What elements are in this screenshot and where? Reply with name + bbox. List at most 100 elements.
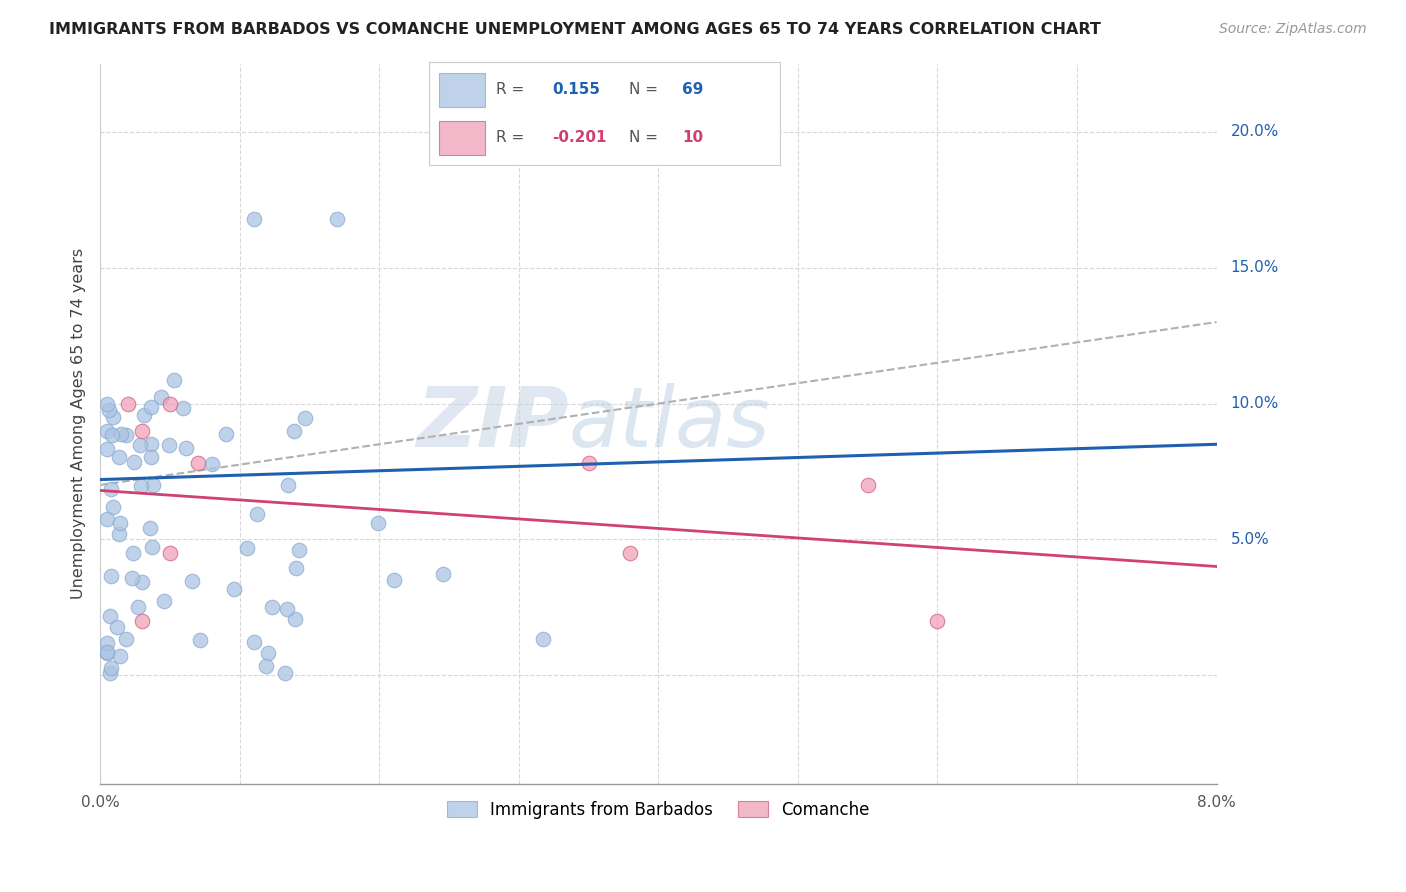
Point: [187, 456, 209, 470]
Point: [110, 426, 132, 441]
Point: [96, 397, 118, 411]
Text: 15.0%: 15.0%: [1230, 260, 1279, 276]
Point: [96, 645, 118, 659]
Point: [121, 571, 143, 585]
Point: [172, 401, 194, 416]
Point: [236, 541, 259, 555]
Point: [159, 396, 181, 410]
Point: [432, 567, 454, 582]
Point: [578, 456, 600, 470]
Point: [224, 582, 246, 596]
Point: [96, 646, 118, 660]
Point: [215, 426, 238, 441]
Point: [382, 573, 405, 587]
Point: [139, 401, 162, 415]
Point: [121, 545, 143, 559]
Text: R =: R =: [496, 82, 529, 97]
Point: [108, 450, 131, 464]
Point: [174, 441, 197, 455]
Point: [134, 408, 156, 422]
Point: [122, 455, 145, 469]
Point: [139, 437, 162, 451]
Text: 10: 10: [682, 130, 703, 145]
Text: IMMIGRANTS FROM BARBADOS VS COMANCHE UNEMPLOYMENT AMONG AGES 65 TO 74 YEARS CORR: IMMIGRANTS FROM BARBADOS VS COMANCHE UNE…: [49, 22, 1101, 37]
Point: [619, 546, 641, 560]
Text: 0.0%: 0.0%: [80, 795, 120, 810]
Point: [533, 632, 555, 647]
Point: [131, 424, 153, 438]
Point: [97, 403, 120, 417]
Point: [96, 512, 118, 526]
Point: [243, 635, 266, 649]
Text: 0.155: 0.155: [551, 82, 600, 97]
Point: [242, 211, 264, 226]
Point: [103, 410, 125, 425]
Point: [96, 442, 118, 457]
Point: [159, 546, 181, 560]
Point: [927, 614, 949, 628]
Point: [856, 478, 879, 492]
Point: [283, 424, 305, 438]
Text: atlas: atlas: [569, 384, 770, 465]
Text: 5.0%: 5.0%: [1230, 532, 1270, 547]
Point: [105, 620, 128, 634]
Point: [110, 649, 132, 664]
Point: [131, 614, 153, 628]
Point: [114, 632, 136, 647]
Point: [100, 660, 122, 674]
Point: [98, 608, 121, 623]
Point: [139, 520, 162, 534]
Point: [101, 500, 124, 515]
Point: [110, 516, 132, 531]
Point: [288, 543, 311, 558]
Point: [115, 428, 138, 442]
Text: N =: N =: [630, 130, 664, 145]
Point: [100, 428, 122, 442]
Bar: [439, 121, 485, 155]
Text: Source: ZipAtlas.com: Source: ZipAtlas.com: [1219, 22, 1367, 37]
Point: [284, 612, 307, 626]
Point: [367, 516, 389, 530]
Point: [117, 396, 139, 410]
Point: [262, 600, 284, 615]
Point: [149, 390, 172, 404]
Point: [294, 411, 316, 425]
Point: [181, 574, 204, 589]
Point: [162, 373, 184, 387]
Point: [246, 507, 269, 521]
Bar: [439, 73, 485, 106]
Point: [284, 561, 307, 575]
Point: [254, 658, 277, 673]
Point: [276, 601, 298, 615]
Legend: Immigrants from Barbados, Comanche: Immigrants from Barbados, Comanche: [440, 795, 876, 826]
Point: [153, 593, 176, 607]
Text: R =: R =: [496, 130, 529, 145]
Point: [131, 575, 153, 590]
Text: -0.201: -0.201: [551, 130, 606, 145]
Text: 20.0%: 20.0%: [1230, 125, 1279, 139]
Point: [100, 569, 122, 583]
Point: [142, 477, 165, 491]
Point: [127, 599, 149, 614]
Text: 8.0%: 8.0%: [1197, 795, 1236, 810]
Point: [277, 478, 299, 492]
Text: N =: N =: [630, 82, 664, 97]
Point: [141, 541, 163, 555]
Y-axis label: Unemployment Among Ages 65 to 74 years: Unemployment Among Ages 65 to 74 years: [72, 248, 86, 599]
Point: [108, 527, 131, 541]
Point: [129, 438, 152, 452]
Point: [257, 646, 280, 660]
Point: [96, 425, 118, 439]
Point: [100, 482, 122, 496]
Text: 69: 69: [682, 82, 703, 97]
Text: 10.0%: 10.0%: [1230, 396, 1279, 411]
Point: [201, 457, 224, 471]
Point: [157, 438, 180, 452]
Point: [98, 666, 121, 681]
Point: [326, 211, 349, 226]
Point: [274, 666, 297, 681]
Point: [129, 479, 152, 493]
Point: [188, 633, 211, 648]
Text: ZIP: ZIP: [416, 384, 569, 465]
Point: [141, 450, 163, 465]
